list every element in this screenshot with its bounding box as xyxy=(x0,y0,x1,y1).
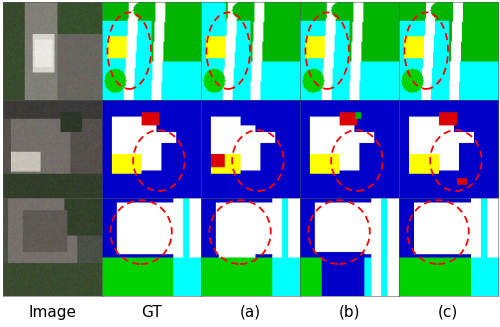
Text: (c): (c) xyxy=(438,304,458,319)
Text: GT: GT xyxy=(140,304,162,319)
Text: (a): (a) xyxy=(240,304,260,319)
Text: (b): (b) xyxy=(338,304,360,319)
Text: Image: Image xyxy=(28,304,76,319)
